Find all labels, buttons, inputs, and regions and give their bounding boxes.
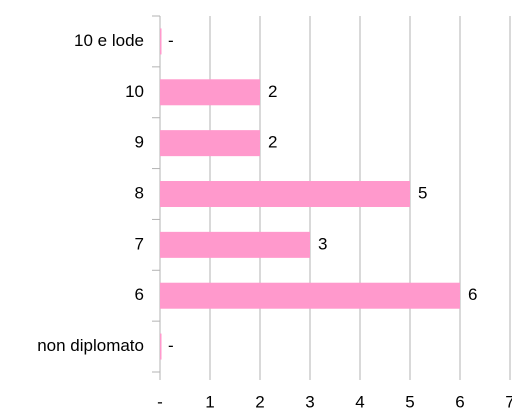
y-tick-label: non diplomato	[37, 336, 144, 355]
x-tick-label: -	[157, 392, 163, 410]
y-tick-label: 10	[125, 82, 144, 101]
data-label: -	[168, 31, 174, 50]
bar	[160, 231, 310, 258]
y-tick-label: 9	[135, 133, 144, 152]
bar	[160, 28, 162, 55]
y-tick-label: 8	[135, 183, 144, 202]
data-label: 3	[318, 234, 327, 253]
x-tick-label: 5	[405, 392, 414, 410]
bar	[160, 79, 260, 106]
y-tick-label: 7	[135, 234, 144, 253]
data-label: -	[168, 336, 174, 355]
x-tick-label: 4	[355, 392, 364, 410]
data-label: 2	[268, 82, 277, 101]
data-label: 5	[418, 183, 427, 202]
bar	[160, 333, 162, 360]
y-tick-label: 6	[135, 285, 144, 304]
x-tick-label: 3	[305, 392, 314, 410]
bar	[160, 130, 260, 157]
x-tick-label: 7	[505, 392, 512, 410]
x-tick-label: 1	[205, 392, 214, 410]
data-label: 2	[268, 133, 277, 152]
x-tick-label: 2	[255, 392, 264, 410]
x-tick-label: 6	[455, 392, 464, 410]
data-label: 6	[468, 285, 477, 304]
bar	[160, 282, 460, 309]
bar	[160, 181, 410, 207]
y-tick-label: 10 e lode	[74, 31, 144, 50]
